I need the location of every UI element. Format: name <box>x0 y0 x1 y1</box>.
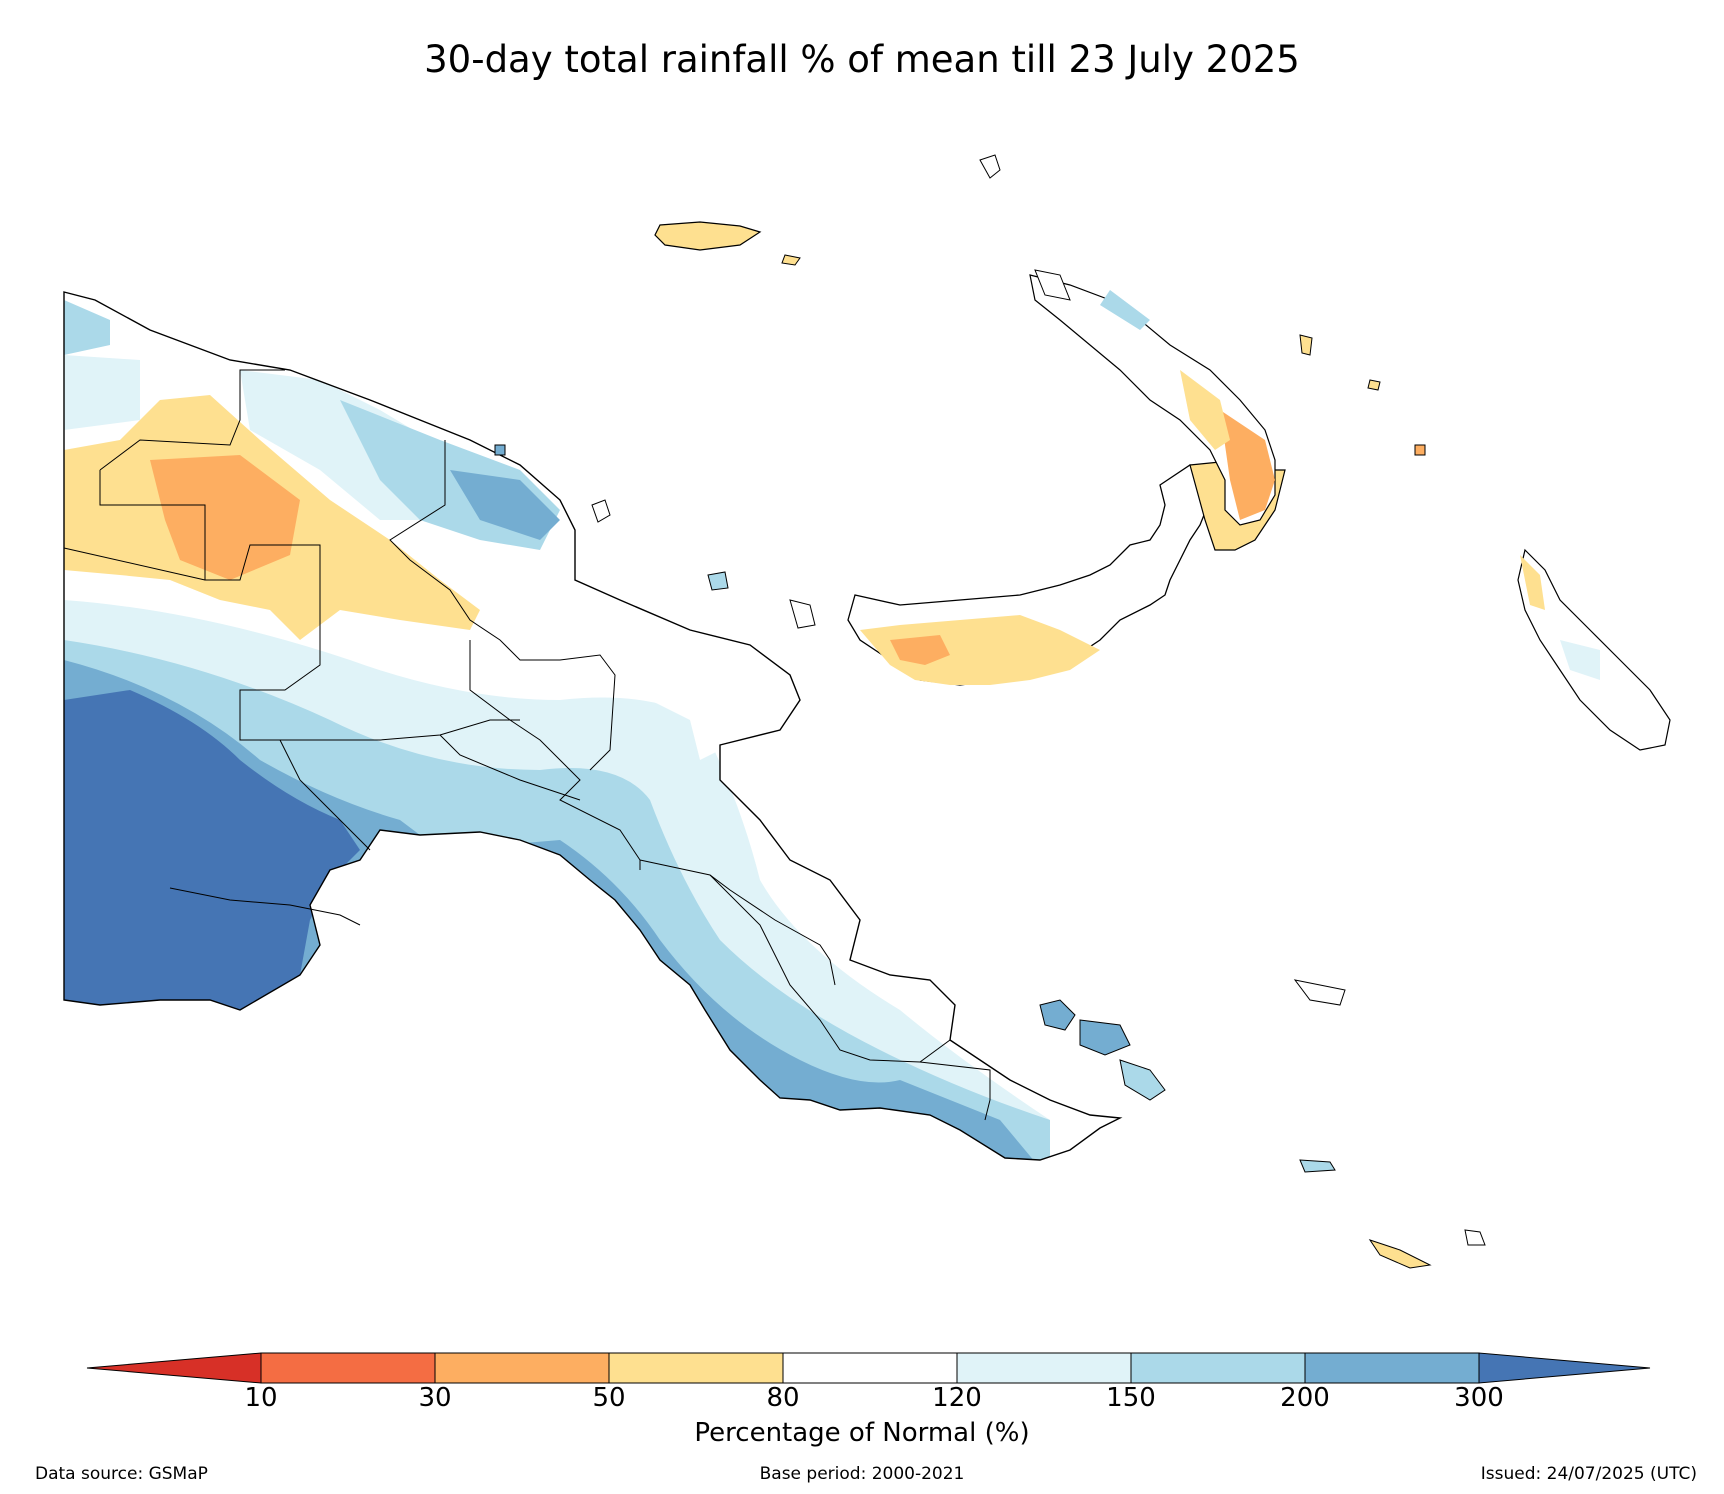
new-britain-orange <box>890 635 950 665</box>
colorbar-tick: 150 <box>1106 1383 1156 1413</box>
colorbar-tick: 120 <box>932 1383 982 1413</box>
small-islands <box>494 154 1426 629</box>
colorbar-tick: 300 <box>1454 1383 1504 1413</box>
colorbar-30-50 <box>434 1352 610 1384</box>
region-sepik-coast <box>450 470 560 540</box>
base-period: Base period: 2000-2021 <box>759 1464 965 1484</box>
colorbar-150-200 <box>1130 1352 1306 1384</box>
region-nw-lightblue <box>64 355 140 430</box>
milne-bay-islands <box>1039 979 1486 1269</box>
colorbar-tick: 200 <box>1280 1383 1330 1413</box>
colorbar-120-150 <box>956 1352 1132 1384</box>
data-source: Data source: GSMaP <box>35 1464 208 1484</box>
map-title: 30-day total rainfall % of mean till 23 … <box>424 38 1300 81</box>
colorbar-lt10 <box>86 1352 262 1384</box>
colorbar-tick: 80 <box>766 1383 800 1413</box>
province-boundaries <box>63 369 991 1121</box>
colorbar-tick: 10 <box>244 1383 278 1413</box>
region-ne-white <box>620 640 790 760</box>
colorbar-50-80 <box>608 1352 784 1384</box>
fly-river-estuary <box>169 887 361 926</box>
manus-island <box>654 221 801 266</box>
issued-date: Issued: 24/07/2025 (UTC) <box>1480 1464 1697 1484</box>
region-30-50 <box>150 455 300 580</box>
colorbar-tick: 50 <box>592 1383 626 1413</box>
region-nw-blue <box>64 300 110 355</box>
colorbar-200-300 <box>1304 1352 1480 1384</box>
colorbar-80-120 <box>782 1352 958 1384</box>
colorbar-label: Percentage of Normal (%) <box>694 1418 1030 1448</box>
new-britain-dry <box>860 615 1100 685</box>
new-ireland <box>1029 274 1276 526</box>
colorbar-gt300 <box>1478 1352 1651 1384</box>
region-gt300 <box>64 690 360 1010</box>
rainfall-map <box>63 154 1671 1269</box>
colorbar-tick: 30 <box>418 1383 452 1413</box>
colorbar-10-30 <box>260 1352 436 1384</box>
bougainville <box>1517 548 1671 751</box>
